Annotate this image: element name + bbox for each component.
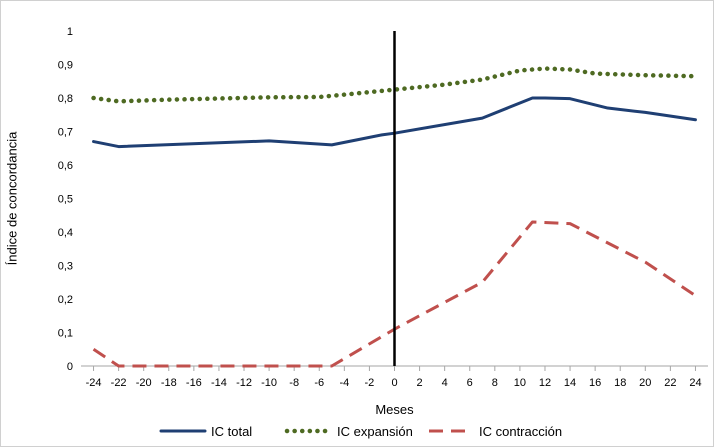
- x-tick-label: -8: [289, 377, 299, 389]
- y-axis-title: Índice de concordancia: [4, 131, 19, 265]
- x-tick-label: -10: [261, 377, 277, 389]
- y-tick-label: 0,6: [58, 160, 73, 172]
- y-tick-label: 0,8: [58, 93, 73, 105]
- x-tick-label: 22: [664, 377, 676, 389]
- y-tick-label: 0,1: [58, 328, 73, 340]
- y-tick-label: 0,2: [58, 294, 73, 306]
- x-tick-label: 8: [492, 377, 498, 389]
- x-tick-label: 10: [514, 377, 526, 389]
- x-tick-label: -24: [86, 377, 102, 389]
- x-tick-label: -22: [111, 377, 127, 389]
- x-axis-title: Meses: [375, 402, 414, 417]
- series-line: [91, 66, 698, 104]
- x-axis-tickmarks: [93, 366, 696, 371]
- x-tick-label: 4: [442, 377, 448, 389]
- x-tick-label: -18: [161, 377, 177, 389]
- x-tick-label: 12: [539, 377, 551, 389]
- x-tick-label: 2: [417, 377, 423, 389]
- x-tick-label: 20: [639, 377, 651, 389]
- x-tick-label: 18: [614, 377, 626, 389]
- x-tick-label: -14: [211, 377, 227, 389]
- y-tick-label: 0,4: [58, 227, 73, 239]
- legend-label: IC total: [211, 424, 252, 439]
- legend-label: IC contracción: [479, 424, 562, 439]
- y-tick-label: 0: [67, 361, 73, 373]
- x-tick-label: -4: [339, 377, 349, 389]
- y-tick-label: 0,7: [58, 127, 73, 139]
- x-axis-ticks: -24 -22 -20 -18 -16 -14 -12 -10 -8 -6 -4 -2 0 2 4 6 8 10 1…: [86, 377, 702, 389]
- y-tick-label: 0,9: [58, 60, 73, 72]
- x-tick-label: 0: [391, 377, 397, 389]
- y-tick-label: 0,3: [58, 261, 73, 273]
- legend: IC total IC expansión IC contracción: [159, 424, 562, 439]
- series-layer: [91, 66, 698, 368]
- x-tick-label: 16: [589, 377, 601, 389]
- series-line: [92, 96, 697, 149]
- x-tick-label: 24: [689, 377, 701, 389]
- series-line: [92, 220, 697, 368]
- x-tick-label: -6: [314, 377, 324, 389]
- x-tick-label: -16: [186, 377, 202, 389]
- x-tick-label: -20: [136, 377, 152, 389]
- y-tick-label: 0,5: [58, 194, 73, 206]
- x-tick-label: -2: [365, 377, 375, 389]
- y-tick-label: 1: [67, 26, 73, 38]
- x-tick-label: 6: [467, 377, 473, 389]
- x-tick-label: -12: [236, 377, 252, 389]
- y-axis-ticks: 0 0,1 0,2 0,3 0,4 0,5 0,6 0,7 0,8 0,9 1: [58, 26, 73, 373]
- legend-label: IC expansión: [337, 424, 413, 439]
- x-tick-label: 14: [564, 377, 576, 389]
